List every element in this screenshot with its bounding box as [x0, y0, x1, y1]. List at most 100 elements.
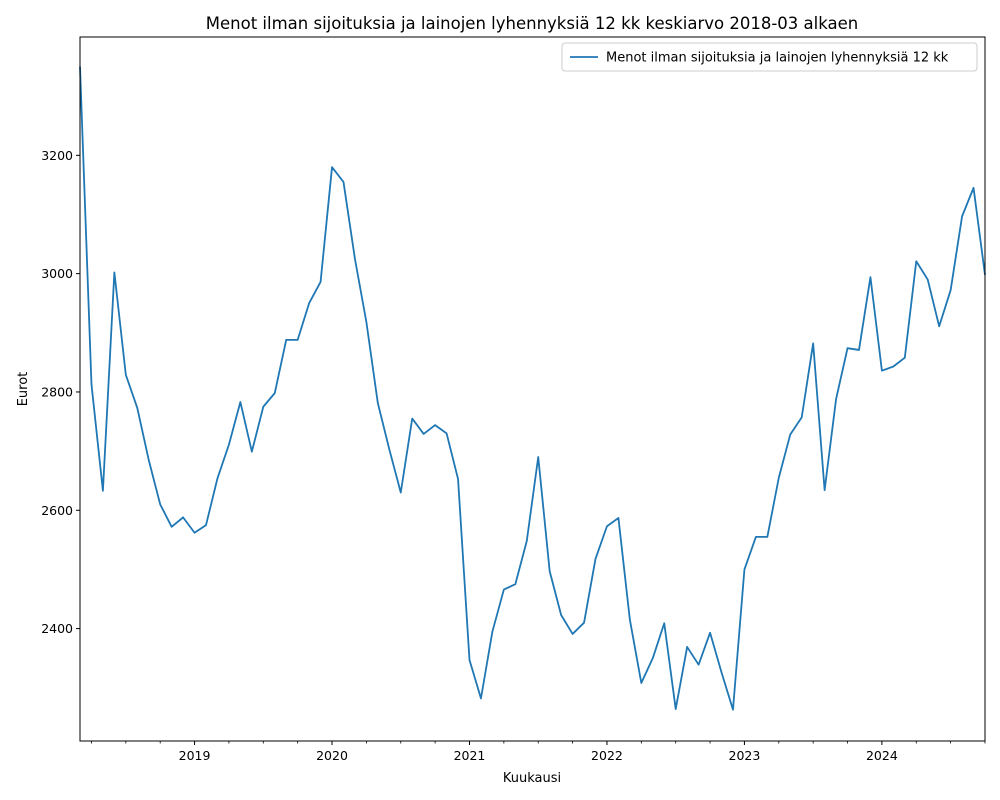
data-point — [400, 491, 402, 493]
data-point — [823, 489, 825, 491]
data-point — [766, 536, 768, 538]
y-tick-label: 3200 — [41, 148, 73, 163]
data-point — [617, 517, 619, 519]
x-tick-label: 2019 — [179, 748, 211, 763]
data-point — [457, 478, 459, 480]
x-tick-label: 2024 — [866, 748, 898, 763]
x-axis-ticks: 2019 2020 2021 2022 2023 2024 — [91, 741, 986, 763]
data-point — [514, 583, 516, 585]
data-point — [755, 536, 757, 538]
data-point — [182, 516, 184, 518]
data-point — [503, 588, 505, 590]
data-point — [789, 433, 791, 435]
data-point — [709, 632, 711, 634]
data-point — [422, 433, 424, 435]
data-point — [411, 417, 413, 419]
data-point — [285, 339, 287, 341]
data-point — [663, 622, 665, 624]
data-point — [732, 708, 734, 710]
data-point — [239, 401, 241, 403]
data-point — [583, 621, 585, 623]
data-point — [915, 260, 917, 262]
data-point — [972, 187, 974, 189]
x-tick-label: 2020 — [316, 748, 348, 763]
data-point — [193, 532, 195, 534]
data-point — [228, 443, 230, 445]
x-axis-label: Kuukausi — [503, 771, 561, 786]
data-point — [113, 271, 115, 273]
y-tick-label: 2400 — [41, 621, 73, 636]
data-point — [491, 630, 493, 632]
data-point — [90, 383, 92, 385]
data-point — [274, 392, 276, 394]
x-tick-label: 2021 — [454, 748, 486, 763]
data-point — [881, 369, 883, 371]
series-line — [79, 66, 986, 711]
series-layer — [79, 66, 986, 711]
data-point — [629, 619, 631, 621]
data-point — [560, 614, 562, 616]
plot-frame — [79, 36, 986, 742]
y-axis-ticks: 2400 2600 2800 3000 3200 — [41, 148, 80, 636]
data-point — [251, 451, 253, 453]
data-point — [835, 398, 837, 400]
data-point — [319, 281, 321, 283]
x-tick-label: 2022 — [591, 748, 623, 763]
data-point — [686, 646, 688, 648]
data-point — [778, 477, 780, 479]
data-point — [331, 166, 333, 168]
data-point — [674, 708, 676, 710]
data-point — [480, 697, 482, 699]
data-point — [892, 365, 894, 367]
data-point — [125, 374, 127, 376]
data-point — [571, 633, 573, 635]
data-point — [342, 181, 344, 183]
data-point — [365, 321, 367, 323]
data-point — [308, 302, 310, 304]
data-point — [468, 659, 470, 661]
legend-box — [561, 42, 978, 72]
data-point — [697, 663, 699, 665]
data-point — [159, 503, 161, 505]
data-point — [537, 456, 539, 458]
legend: Menot ilman sijoituksia ja lainojen lyhe… — [561, 42, 978, 72]
data-point — [205, 524, 207, 526]
data-point — [136, 407, 138, 409]
data-point — [296, 339, 298, 341]
y-tick-label: 2800 — [41, 384, 73, 399]
data-point — [938, 325, 940, 327]
y-tick-label: 2600 — [41, 503, 73, 518]
data-point — [904, 356, 906, 358]
data-point — [812, 342, 814, 344]
data-point — [949, 289, 951, 291]
data-point — [148, 459, 150, 461]
data-point — [927, 278, 929, 280]
y-axis-label: Eurot — [16, 372, 31, 407]
data-point — [526, 540, 528, 542]
data-point — [869, 276, 871, 278]
data-point — [743, 568, 745, 570]
data-point — [262, 406, 264, 408]
data-point — [170, 526, 172, 528]
data-point — [640, 682, 642, 684]
x-tick-label: 2023 — [729, 748, 761, 763]
data-point — [801, 416, 803, 418]
data-point — [354, 258, 356, 260]
data-point — [434, 424, 436, 426]
data-point — [720, 671, 722, 673]
data-point — [548, 570, 550, 572]
data-point — [388, 448, 390, 450]
data-point — [216, 477, 218, 479]
data-point — [606, 525, 608, 527]
legend-label: Menot ilman sijoituksia ja lainojen lyhe… — [606, 51, 949, 66]
data-point — [846, 347, 848, 349]
chart-title: Menot ilman sijoituksia ja lainojen lyhe… — [206, 14, 858, 33]
data-point — [858, 349, 860, 351]
data-point — [445, 432, 447, 434]
data-point — [377, 402, 379, 404]
data-point — [102, 490, 104, 492]
y-tick-label: 3000 — [41, 266, 73, 281]
data-point — [961, 215, 963, 217]
data-point — [594, 558, 596, 560]
